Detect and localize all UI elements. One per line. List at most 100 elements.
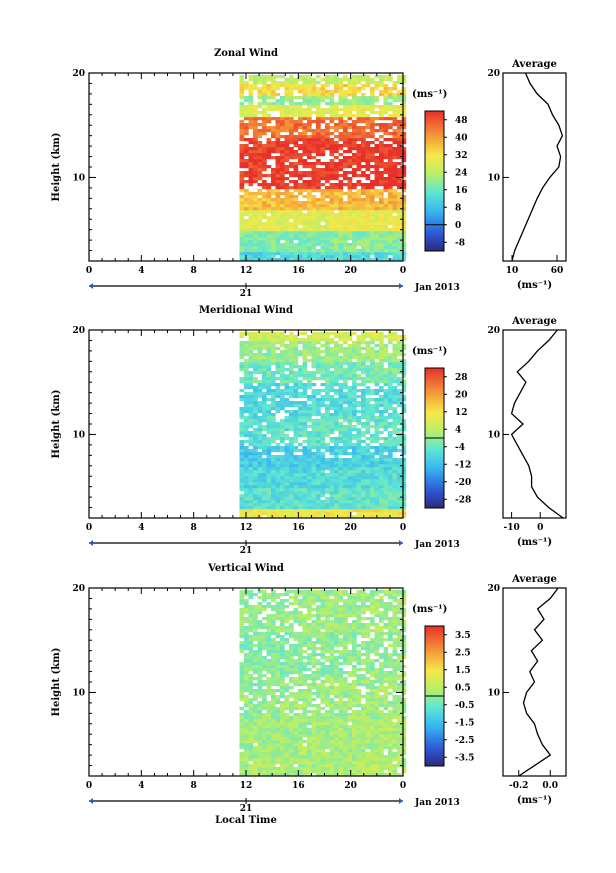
- heatmap-cell: [401, 141, 407, 145]
- heatmap-cell: [329, 365, 335, 369]
- heatmap-cell: [374, 117, 380, 121]
- heatmap-cell: [284, 731, 290, 735]
- heatmap-cell: [298, 740, 303, 744]
- heatmap-cell: [280, 75, 285, 79]
- heatmap-cell: [365, 213, 371, 217]
- heatmap-cell: [293, 458, 299, 462]
- heatmap-cell: [388, 183, 393, 187]
- heatmap-cell: [302, 377, 308, 381]
- heatmap-cell: [379, 240, 384, 244]
- heatmap-cell: [244, 362, 249, 366]
- heatmap-cell: [311, 129, 317, 133]
- heatmap-cell: [374, 243, 380, 247]
- heatmap-cell: [266, 216, 272, 220]
- heatmap-cell: [356, 344, 362, 348]
- heatmap-cell: [293, 174, 299, 178]
- heatmap-cell: [293, 153, 299, 157]
- heatmap-cell: [244, 132, 249, 136]
- heatmap-cell: [329, 446, 335, 450]
- heatmap-cell: [266, 147, 272, 151]
- heatmap-cell: [257, 350, 263, 354]
- heatmap-cell: [361, 470, 366, 474]
- heatmap-cell: [316, 186, 321, 190]
- heatmap-cell: [302, 153, 308, 157]
- heatmap-cell: [275, 749, 281, 753]
- heatmap-cell: [352, 201, 357, 205]
- heatmap-cell: [271, 500, 276, 504]
- heatmap-cell: [298, 515, 303, 519]
- heatmap-cell: [307, 446, 312, 450]
- heatmap-cell: [293, 156, 299, 160]
- heatmap-cell: [302, 350, 308, 354]
- heatmap-cell: [266, 764, 272, 768]
- heatmap-cell: [397, 395, 402, 399]
- heatmap-cell: [329, 204, 335, 208]
- heatmap-cell: [329, 171, 335, 175]
- heatmap-cell: [383, 186, 389, 190]
- heatmap-cell: [253, 452, 258, 456]
- heatmap-cell: [374, 404, 380, 408]
- heatmap-cell: [302, 389, 308, 393]
- heatmap-cell: [392, 350, 398, 354]
- heatmap-cell: [262, 725, 267, 729]
- heatmap-cell: [325, 341, 330, 345]
- heatmap-cell: [329, 108, 335, 112]
- heatmap-cell: [356, 470, 362, 474]
- heatmap-cell: [257, 734, 263, 738]
- heatmap-cell: [370, 419, 375, 423]
- heatmap-cell: [329, 764, 335, 768]
- heatmap-cell: [275, 395, 281, 399]
- heatmap-cell: [244, 746, 249, 750]
- heatmap-cell: [388, 138, 393, 142]
- heatmap-cell: [334, 126, 339, 130]
- heatmap-cell: [325, 377, 330, 381]
- heatmap-cell: [401, 368, 407, 372]
- heatmap-cell: [239, 416, 245, 420]
- heatmap-cell: [293, 204, 299, 208]
- heatmap-cell: [253, 219, 258, 223]
- heatmap-cell: [298, 503, 303, 507]
- heatmap-cell: [352, 773, 357, 777]
- heatmap-cell: [343, 249, 348, 253]
- heatmap-cell: [397, 186, 402, 190]
- heatmap-cell: [365, 359, 371, 363]
- heatmap-cell: [289, 509, 294, 513]
- heatmap-cell: [257, 234, 263, 238]
- heatmap-cell: [284, 216, 290, 220]
- heatmap-cell: [338, 746, 344, 750]
- heatmap-cell: [266, 476, 272, 480]
- heatmap-cell: [311, 401, 317, 405]
- heatmap-cell: [275, 204, 281, 208]
- heatmap-cell: [262, 404, 267, 408]
- heatmap-cell: [343, 144, 348, 148]
- heatmap-cell: [253, 174, 258, 178]
- heatmap-cell: [383, 234, 389, 238]
- heatmap-cell: [275, 228, 281, 232]
- heatmap-cell: [370, 752, 375, 756]
- heatmap-cell: [298, 494, 303, 498]
- heatmap-cell: [383, 359, 389, 363]
- heatmap-cell: [356, 374, 362, 378]
- heatmap-cell: [298, 174, 303, 178]
- heatmap-cell: [257, 201, 263, 205]
- heatmap-cell: [271, 752, 276, 756]
- heatmap-cell: [302, 431, 308, 435]
- heatmap-cell: [329, 494, 335, 498]
- heatmap-cell: [361, 761, 366, 765]
- heatmap-cell: [392, 249, 398, 253]
- heatmap-cell: [325, 165, 330, 169]
- heatmap-cell: [248, 434, 254, 438]
- heatmap-cell: [374, 180, 380, 184]
- heatmap-cell: [239, 389, 245, 393]
- heatmap-cell: [266, 105, 272, 109]
- heatmap-cell: [293, 743, 299, 747]
- heatmap-cell: [379, 725, 384, 729]
- heatmap-cell: [334, 356, 339, 360]
- heatmap-cell: [271, 246, 276, 250]
- heatmap-cell: [338, 464, 344, 468]
- heatmap-cell: [311, 365, 317, 369]
- heatmap-cell: [320, 773, 326, 777]
- heatmap-cell: [325, 90, 330, 94]
- heatmap-cell: [289, 500, 294, 504]
- heatmap-cell: [365, 210, 371, 214]
